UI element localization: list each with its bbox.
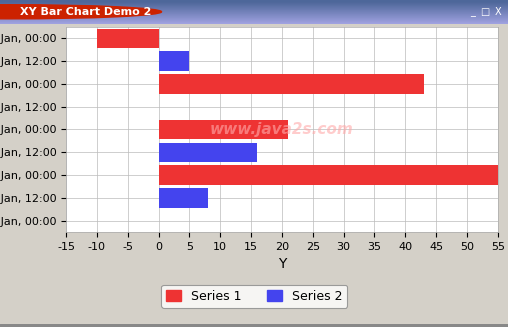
Bar (158, 188, 208, 208)
Bar (158, 143, 257, 162)
Text: www.java2s.com: www.java2s.com (210, 122, 354, 137)
Circle shape (0, 5, 162, 19)
Bar (158, 165, 498, 185)
Legend: Series 1, Series 2: Series 1, Series 2 (161, 284, 347, 308)
Text: _: _ (470, 7, 475, 17)
Bar (158, 120, 288, 139)
X-axis label: Y: Y (278, 257, 286, 271)
Bar (158, 74, 424, 94)
Title: XY Bar Chart Demo 2: XY Bar Chart Demo 2 (167, 5, 397, 24)
Text: XY Bar Chart Demo 2: XY Bar Chart Demo 2 (20, 7, 152, 17)
Text: X: X (494, 7, 501, 17)
Text: □: □ (481, 7, 490, 17)
Bar (97, 28, 158, 48)
Bar (158, 51, 189, 71)
